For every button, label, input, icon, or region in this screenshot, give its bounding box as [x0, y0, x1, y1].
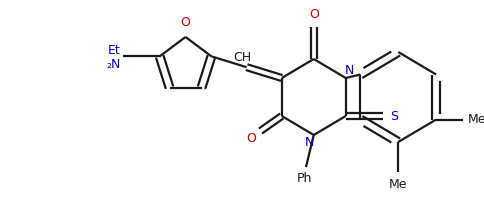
Text: S: S: [390, 110, 397, 122]
Text: O: O: [180, 17, 190, 29]
Text: Et: Et: [108, 44, 121, 57]
Text: Me: Me: [388, 177, 407, 190]
Text: CH: CH: [233, 51, 251, 64]
Text: O: O: [245, 133, 255, 145]
Text: N: N: [344, 64, 354, 76]
Text: ₂N: ₂N: [106, 58, 121, 71]
Text: O: O: [308, 9, 318, 22]
Text: Me: Me: [467, 113, 484, 126]
Text: Ph: Ph: [296, 172, 311, 186]
Text: N: N: [304, 136, 314, 149]
